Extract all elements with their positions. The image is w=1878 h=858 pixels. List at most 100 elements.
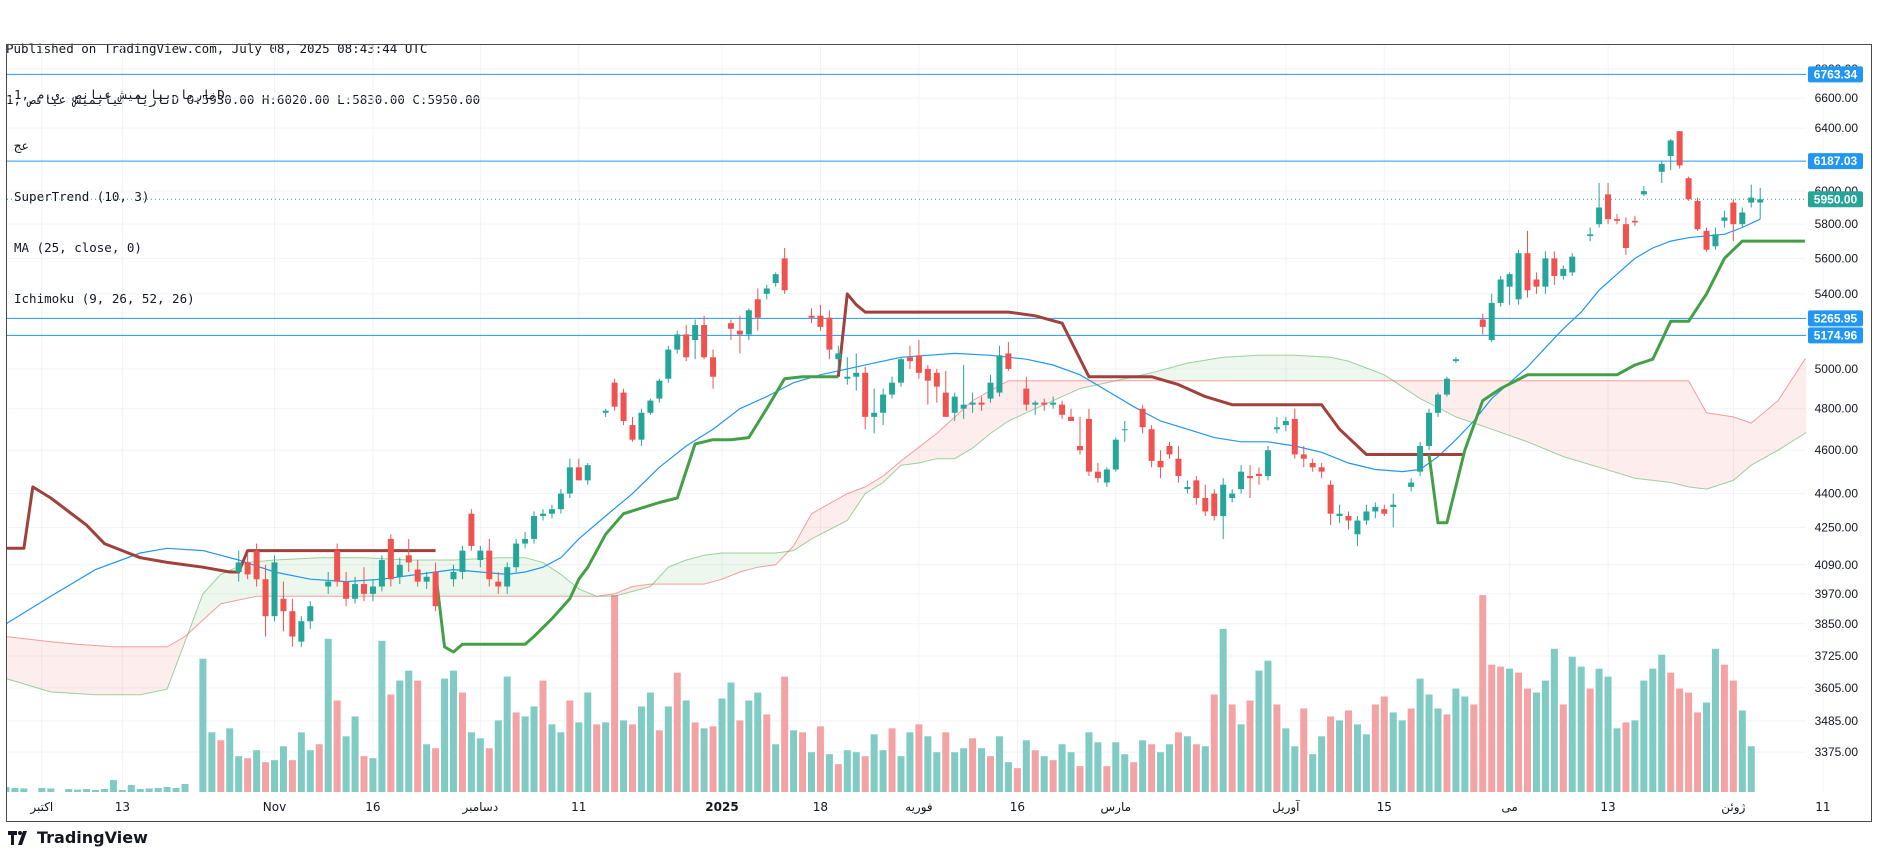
volume-bar <box>575 722 583 792</box>
candle-body <box>522 538 529 544</box>
candle <box>1587 227 1594 242</box>
volume-bar <box>253 750 261 792</box>
volume-bar <box>1013 768 1021 792</box>
volume-bar <box>83 789 91 792</box>
volume-bar <box>1425 694 1433 792</box>
volume-bar <box>262 762 270 792</box>
volume-bar <box>306 750 314 792</box>
candle-body <box>235 562 242 572</box>
volume-bar <box>1210 694 1218 792</box>
volume-bar <box>655 730 663 792</box>
candle-body <box>396 564 403 577</box>
cloud-segment <box>918 433 937 464</box>
price-tag <box>1808 153 1863 170</box>
cloud-segment <box>739 552 758 572</box>
candle <box>1077 416 1083 455</box>
candle-body <box>1264 450 1271 476</box>
volume-bar <box>1130 762 1138 792</box>
candle <box>548 504 555 519</box>
candle-body <box>978 402 985 405</box>
volume-bar <box>995 736 1003 792</box>
volume-bar <box>1345 710 1352 792</box>
candle <box>1614 214 1620 225</box>
legend-supertrend[interactable]: SuperTrend (10, 3) <box>14 189 150 204</box>
volume-bar <box>1738 710 1746 792</box>
candle <box>1256 467 1262 485</box>
y-tick-label: 6400.00 <box>1815 121 1859 135</box>
candle-body <box>638 412 645 440</box>
candle-body <box>1614 219 1620 221</box>
volume-bar <box>315 744 323 792</box>
legend-ma[interactable]: MA (25, close, 0) <box>14 240 142 255</box>
candle <box>1336 504 1343 523</box>
candle-body <box>1354 520 1361 535</box>
candle <box>871 388 878 434</box>
candle-body <box>343 581 350 599</box>
cloud-segment <box>149 646 168 693</box>
candle <box>1515 249 1522 305</box>
candle-body <box>1569 256 1576 273</box>
candle-body <box>1739 212 1746 225</box>
volume-bar <box>1658 654 1666 792</box>
volume-bar <box>611 595 619 792</box>
candle <box>244 552 251 580</box>
cloud-segment <box>435 560 454 597</box>
volume-bar <box>450 670 457 792</box>
volume-bar <box>1336 720 1344 792</box>
candle <box>1032 400 1039 415</box>
legend-ichimoku[interactable]: Ichimoku (9, 26, 52, 26) <box>14 291 195 306</box>
candle <box>915 340 922 379</box>
candle-body <box>548 509 555 514</box>
candle-body <box>1300 454 1307 459</box>
candle-body <box>1596 207 1603 225</box>
x-tick-label: ژوئن <box>1721 800 1745 815</box>
volume-bar <box>852 752 860 792</box>
candle <box>763 284 770 300</box>
volume-bar <box>118 790 126 792</box>
candle <box>1488 293 1495 342</box>
volume-bar <box>1604 676 1612 792</box>
candle-body <box>584 465 591 481</box>
candle <box>387 534 394 587</box>
x-axis: اکتبر 13 Nov 16 دسامبر 11 2025 18 فوریه 16 مارس آور… <box>29 799 1830 815</box>
volume-bar <box>441 678 449 792</box>
candle <box>361 567 367 602</box>
candle <box>468 509 475 551</box>
candle <box>1166 441 1173 459</box>
candle-body <box>513 543 520 568</box>
x-tick-label: 11 <box>571 800 586 814</box>
legend-symbol[interactable]: ناریا بیابمیش عیانص .ی.م ,1D <box>14 87 225 102</box>
volume-bar <box>1058 744 1066 792</box>
volume-bar <box>1103 766 1111 792</box>
volume-bar <box>1112 742 1120 792</box>
y-tick-label: 5600.00 <box>1815 251 1859 265</box>
candle <box>289 598 296 647</box>
plot-layer <box>7 73 1806 792</box>
volume-bar <box>1524 688 1531 792</box>
candle <box>405 538 412 572</box>
candle-body <box>1094 471 1101 479</box>
volume-bar <box>602 722 610 792</box>
volume-bar <box>1327 716 1335 792</box>
candle <box>1211 489 1218 521</box>
candle-body <box>1542 258 1549 287</box>
volume-bar <box>1568 656 1576 792</box>
cloud-segment <box>1634 380 1671 483</box>
candle <box>1408 478 1415 492</box>
candle-body <box>1139 408 1146 428</box>
candle <box>1381 504 1388 516</box>
x-tick-label: Nov <box>263 800 286 814</box>
volume-bar <box>960 748 968 792</box>
volume-bar <box>279 746 287 792</box>
y-tick-label: 3485.00 <box>1815 714 1859 728</box>
candle-body <box>1077 445 1083 451</box>
cloud-segment <box>1223 355 1259 381</box>
candle-body <box>817 315 824 327</box>
supertrend-up <box>1427 239 1805 525</box>
volume-bar <box>593 724 601 792</box>
volume-bar <box>530 706 538 792</box>
cloud-segment <box>1008 380 1027 421</box>
volume-bar <box>1139 740 1147 792</box>
cloud-segment <box>1599 380 1635 479</box>
